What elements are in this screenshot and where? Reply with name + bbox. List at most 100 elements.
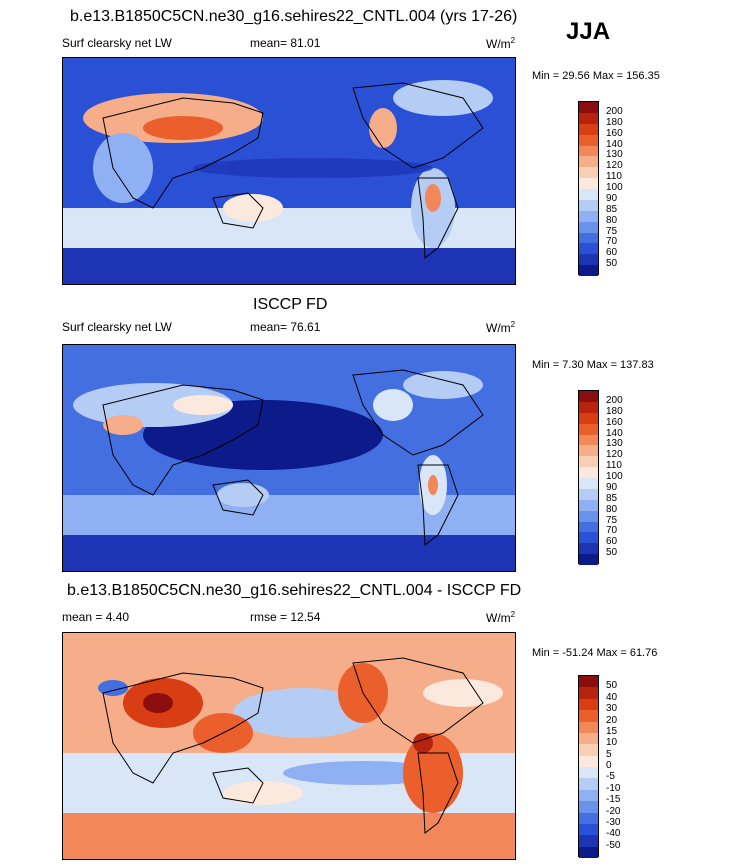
colorbar-tick-label: 15	[606, 725, 618, 737]
colorbar-swatch	[579, 456, 598, 468]
colorbar-swatch	[579, 199, 598, 211]
colorbar-tick-label: 80	[606, 214, 618, 226]
colorbar-tick-label: 90	[606, 481, 618, 493]
colorbar-tick-label: 160	[606, 127, 623, 139]
colorbar: 50 40 30 20 15 10 5 0 -5 -10 -15 -20 -30 -40 -50	[578, 675, 698, 858]
colorbar-swatch	[579, 134, 598, 146]
colorbar-tick-label: 30	[606, 703, 618, 715]
colorbar-tick-label: 100	[606, 471, 623, 482]
colorbar-swatch	[579, 221, 598, 233]
colorbar-swatch	[579, 210, 598, 222]
colorbar-tick-label: 110	[606, 460, 622, 472]
colorbar-tick-label: 80	[606, 503, 618, 515]
variable-label: Surf clearsky net LW	[62, 320, 172, 334]
colorbar-swatch	[579, 391, 598, 402]
mean-label: mean = 4.40	[62, 610, 130, 624]
mean-label: mean= 76.61	[250, 320, 321, 334]
colorbar-tick-label: 200	[606, 105, 623, 117]
colorbar-swatch	[579, 510, 598, 522]
colorbar-swatch	[579, 532, 598, 544]
colorbar-tick-label: 60	[606, 247, 618, 259]
colorbar-tick-label: 180	[606, 116, 623, 128]
colorbar-swatch	[579, 698, 598, 711]
colorbar-tick-label: 130	[606, 438, 623, 450]
colorbar-tick-label: 0	[606, 760, 612, 771]
colorbar-tick-label: 70	[606, 525, 618, 537]
colorbar-swatch	[579, 478, 598, 489]
mean-label: mean= 81.01	[250, 36, 321, 50]
colorbar-tick-label: 200	[606, 394, 623, 406]
colorbar-swatch	[579, 521, 598, 533]
colorbar-swatch	[579, 145, 598, 157]
colorbar-swatch	[579, 721, 598, 733]
colorbar-swatch	[579, 499, 598, 511]
colorbar-swatch	[579, 243, 598, 255]
colorbar-tick-label: 100	[606, 182, 623, 193]
colorbar-swatch	[579, 789, 598, 802]
colorbar-swatch	[579, 467, 598, 478]
panel-title: ISCCP FD	[253, 296, 328, 313]
colorbar-swatch	[579, 488, 598, 500]
colorbar-tick-label: -20	[606, 805, 621, 817]
map-obs	[62, 344, 516, 572]
colorbar-tick-label: -50	[606, 839, 621, 851]
panel-title: b.e13.B1850C5CN.ne30_g16.sehires22_CNTL.…	[67, 582, 522, 599]
colorbar-swatch	[579, 710, 598, 722]
colorbar-tick-label: 160	[606, 416, 623, 428]
map-model	[62, 57, 516, 285]
colorbar-swatch	[579, 823, 598, 836]
colorbar: 200 180 160 140 130 120 110 100 90 85 80 75 70 60 50	[578, 390, 698, 565]
min-max-label: Min = 29.56 Max = 156.35	[532, 70, 660, 82]
colorbar-tick-label: 180	[606, 405, 623, 417]
season-label: JJA	[566, 18, 611, 45]
panel-title: b.e13.B1850C5CN.ne30_g16.sehires22_CNTL.…	[70, 8, 518, 25]
colorbar-swatch	[579, 812, 598, 824]
colorbar-swatch	[579, 112, 598, 124]
colorbar-swatch	[579, 232, 598, 244]
colorbar-swatches	[578, 675, 599, 858]
colorbar-swatches	[578, 390, 599, 565]
units-label: W/m2	[486, 320, 516, 335]
colorbar-swatch	[579, 156, 598, 168]
colorbar-tick-label: 130	[606, 149, 623, 161]
colorbar-tick-label: 40	[606, 691, 618, 703]
colorbar-tick-label: 140	[606, 427, 623, 439]
colorbar-tick-label: 120	[606, 449, 623, 461]
colorbar-swatches	[578, 101, 599, 276]
colorbar-tick-label: -10	[606, 782, 621, 794]
colorbar-tick-label: 50	[606, 680, 618, 692]
colorbar-swatch	[579, 434, 598, 446]
colorbar-swatch	[579, 676, 598, 688]
colorbar-swatch	[579, 732, 598, 745]
colorbar-swatch	[579, 778, 598, 790]
colorbar-tick-label: 90	[606, 192, 618, 204]
colorbar-swatch	[579, 744, 598, 756]
colorbar-swatch	[579, 543, 598, 555]
min-max-label: Min = -51.24 Max = 61.76	[532, 647, 658, 659]
colorbar-tick-label: 140	[606, 138, 623, 150]
colorbar-swatch	[579, 835, 598, 847]
colorbar-swatch	[579, 767, 598, 779]
colorbar-tick-label: -5	[606, 771, 615, 783]
colorbar-tick-label: 85	[606, 203, 618, 215]
colorbar-swatch	[579, 423, 598, 435]
colorbar: 200 180 160 140 130 120 110 100 90 85 80 75 70 60 50	[578, 101, 698, 276]
colorbar-swatch	[579, 412, 598, 424]
colorbar-tick-label: 75	[606, 514, 618, 526]
colorbar-swatch	[579, 178, 598, 189]
map-difference	[62, 632, 516, 860]
colorbar-swatch	[579, 846, 598, 858]
colorbar-tick-label: 110	[606, 171, 622, 183]
colorbar-swatch	[579, 102, 598, 113]
colorbar-tick-label: -40	[606, 828, 621, 840]
variable-label: Surf clearsky net LW	[62, 36, 172, 50]
colorbar-swatch	[579, 687, 598, 699]
colorbar-tick-label: 85	[606, 492, 618, 504]
colorbar-swatch	[579, 401, 598, 413]
colorbar-swatch	[579, 801, 598, 813]
colorbar-swatch	[579, 554, 598, 565]
colorbar-swatch	[579, 189, 598, 200]
colorbar-tick-label: 120	[606, 160, 623, 172]
colorbar-swatch	[579, 445, 598, 457]
colorbar-swatch	[579, 167, 598, 179]
